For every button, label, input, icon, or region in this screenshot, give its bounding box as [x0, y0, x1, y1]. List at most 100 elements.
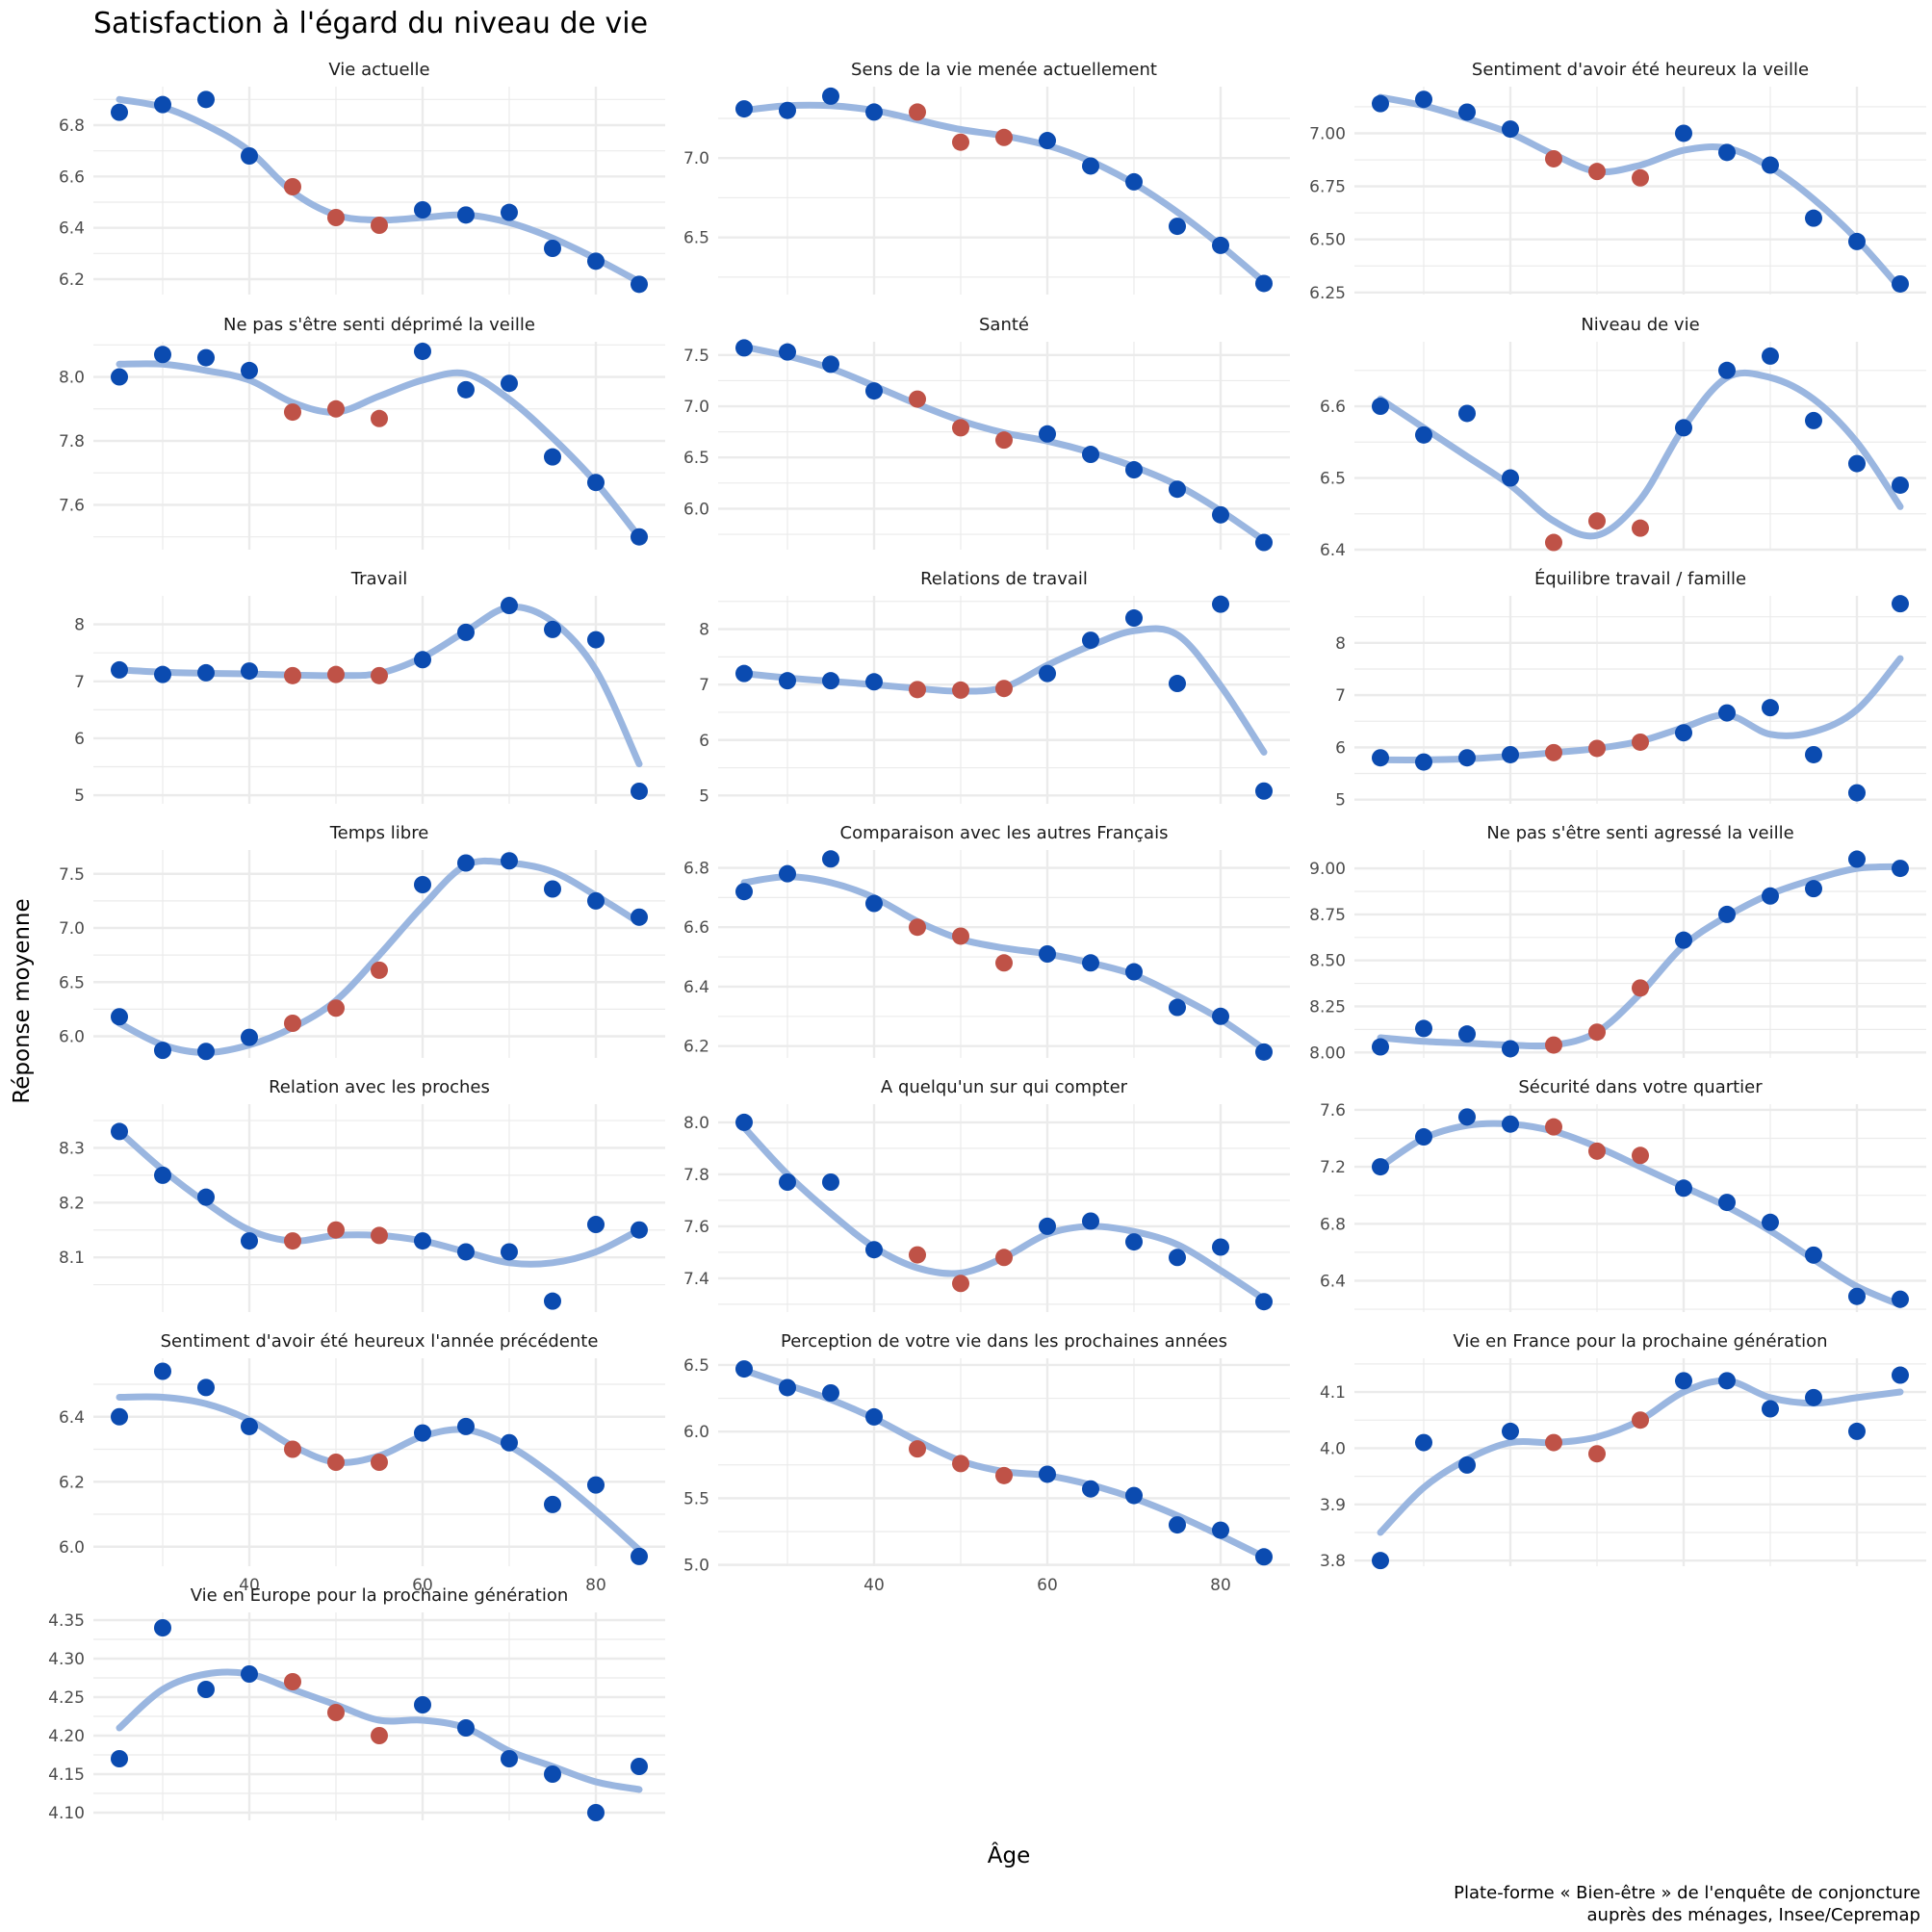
data-point — [1372, 749, 1389, 767]
y-tick-label: 7 — [699, 676, 709, 695]
data-point — [1415, 425, 1432, 444]
data-point — [1039, 945, 1056, 963]
panel-13: Relation avec les proches 8.1 8.2 8.3 — [59, 1077, 665, 1312]
data-point — [197, 1188, 215, 1206]
y-tick-label: 7.8 — [683, 1166, 709, 1185]
smooth-trend-line — [116, 1127, 643, 1268]
y-tick-label: 6.6 — [59, 167, 85, 187]
data-point — [1372, 1552, 1389, 1570]
y-tick-label: 4.25 — [48, 1688, 85, 1708]
panel-title: Équilibre travail / famille — [1534, 568, 1746, 589]
y-tick-label: 8.75 — [1309, 906, 1346, 925]
data-point-highlight — [909, 681, 926, 699]
data-point — [1082, 1480, 1099, 1498]
panel-title: Sens de la vie menée actuellement — [851, 60, 1157, 80]
smooth-trend-line — [1377, 1377, 1904, 1536]
data-point — [779, 672, 796, 690]
y-tick-label: 6.25 — [1309, 284, 1346, 303]
data-point-highlight — [284, 1440, 301, 1458]
data-point — [1848, 454, 1866, 473]
data-point-highlight — [1632, 168, 1649, 187]
data-point — [1805, 209, 1822, 227]
data-point — [1718, 704, 1736, 722]
panel-12: Ne pas s'être senti agressé la veille 8.0… — [1309, 823, 1926, 1063]
panel-14: A quelqu'un sur qui compter 7.4 7.6 7.8 8.0 — [683, 1077, 1290, 1312]
data-point — [587, 891, 605, 910]
data-point — [457, 623, 475, 641]
data-point — [1458, 1108, 1476, 1126]
panel-18: Vie en France pour la prochaine générati… — [1320, 1331, 1926, 1571]
data-point — [1502, 1422, 1519, 1440]
data-point — [1039, 132, 1056, 150]
y-tick-label: 8.0 — [683, 1114, 709, 1133]
data-point-highlight — [371, 409, 388, 427]
y-tick-label: 3.9 — [1320, 1496, 1346, 1515]
data-point — [1502, 469, 1519, 487]
data-point — [1762, 156, 1779, 174]
data-point — [587, 631, 605, 649]
data-point — [1212, 505, 1229, 524]
data-point — [241, 361, 258, 379]
data-point — [1415, 1433, 1432, 1452]
data-point — [197, 663, 215, 682]
data-point — [544, 880, 561, 898]
y-tick-label: 9.00 — [1309, 860, 1346, 879]
data-point — [457, 380, 475, 399]
x-tick-label: 60 — [1037, 1576, 1058, 1595]
data-point — [544, 1495, 561, 1513]
data-point — [865, 103, 883, 121]
y-tick-label: 6.5 — [1320, 470, 1346, 489]
data-point — [1125, 609, 1143, 628]
y-tick-label: 6.5 — [683, 1356, 709, 1376]
panel-1: Vie actuelle 6.2 6.4 6.6 6.8 — [59, 60, 665, 295]
data-point — [544, 240, 561, 257]
data-point — [1039, 664, 1056, 683]
panel-4: Ne pas s'être senti déprimé la veille 7.6… — [59, 315, 665, 550]
data-point — [241, 1665, 258, 1683]
data-point — [1212, 1007, 1229, 1025]
panel-title: Relation avec les proches — [269, 1077, 490, 1097]
data-point — [1892, 595, 1909, 613]
data-point-highlight — [1632, 519, 1649, 537]
smooth-trend-line — [1377, 93, 1904, 292]
data-point — [1082, 1212, 1099, 1230]
data-point — [1458, 1025, 1476, 1043]
data-point — [1502, 745, 1519, 763]
data-point — [865, 1407, 883, 1426]
data-point — [154, 95, 171, 114]
data-point-highlight — [371, 1454, 388, 1471]
panel-title: Ne pas s'être senti déprimé la veille — [223, 315, 535, 335]
caption-line-1: Plate-forme « Bien-être » de l'enquête d… — [1454, 1883, 1920, 1903]
y-tick-label: 8.00 — [1309, 1043, 1346, 1063]
smooth-trend-line — [740, 1123, 1268, 1302]
data-point-highlight — [909, 1246, 926, 1264]
panel-3: Sentiment d'avoir été heureux la veille 6… — [1309, 60, 1926, 303]
data-point — [414, 342, 431, 360]
y-tick-label: 6.5 — [683, 449, 709, 468]
data-point — [779, 1378, 796, 1397]
data-point — [822, 1173, 839, 1191]
data-point — [735, 100, 753, 118]
data-point — [1255, 274, 1273, 293]
data-point-highlight — [1545, 1433, 1562, 1452]
data-point-highlight — [371, 1226, 388, 1245]
data-point — [457, 206, 475, 224]
data-point — [1125, 461, 1143, 479]
data-point — [587, 252, 605, 270]
y-tick-label: 6.2 — [683, 1038, 709, 1057]
data-point-highlight — [284, 666, 301, 684]
data-point — [865, 673, 883, 691]
y-tick-label: 6.5 — [683, 229, 709, 248]
panel-title: Sécurité dans votre quartier — [1518, 1077, 1763, 1097]
data-point — [501, 374, 518, 393]
data-point-highlight — [909, 918, 926, 937]
data-point-highlight — [327, 399, 345, 418]
data-point-highlight — [952, 419, 969, 437]
x-tick-label: 80 — [585, 1576, 606, 1595]
data-point-highlight — [1545, 1118, 1562, 1136]
y-tick-label: 6.0 — [59, 1028, 85, 1047]
data-point — [1675, 1372, 1692, 1390]
y-tick-label: 6.4 — [1320, 1272, 1346, 1291]
data-point — [1805, 880, 1822, 898]
